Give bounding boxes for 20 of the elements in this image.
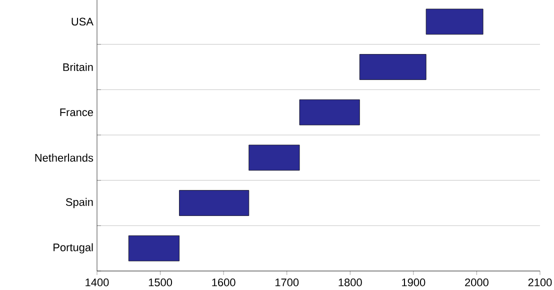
- bar: [299, 99, 360, 126]
- x-tick-label: 1800: [338, 278, 362, 286]
- y-tick-label: Britain: [63, 62, 93, 72]
- y-tick-label: France: [60, 108, 93, 116]
- x-tick-label: 1600: [212, 278, 236, 286]
- y-tick-label: Netherlands: [35, 154, 94, 162]
- x-tick-label: 1400: [86, 278, 109, 286]
- y-tick-label: Spain: [66, 198, 93, 208]
- x-tick-label: 1700: [275, 278, 299, 286]
- x-tick-label: 1900: [402, 278, 426, 286]
- bar: [128, 235, 180, 262]
- x-tick-label: 2000: [465, 278, 488, 286]
- y-tick-label: USA: [72, 18, 94, 26]
- bar: [248, 144, 300, 171]
- bar: [179, 190, 250, 216]
- x-tick-label: 1500: [148, 278, 172, 286]
- x-tick-label: 2100: [528, 278, 552, 286]
- bar: [359, 54, 426, 80]
- y-tick-label: Portugal: [54, 243, 93, 254]
- bar: [426, 8, 484, 35]
